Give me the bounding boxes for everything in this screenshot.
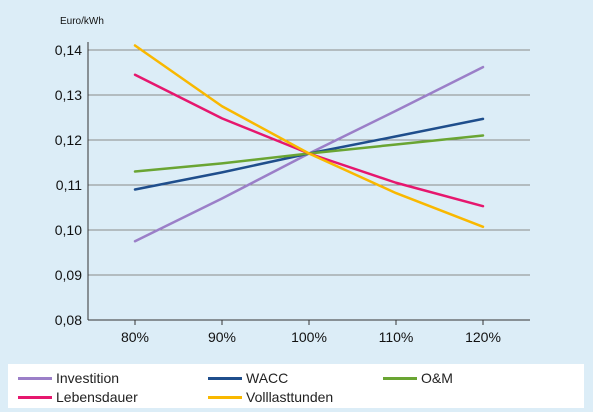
- y-tick-label: 0,09: [55, 267, 82, 283]
- legend-item: Investition: [18, 368, 119, 388]
- y-tick-label: 0,14: [55, 42, 82, 58]
- legend-swatch: [18, 376, 52, 380]
- legend: Investition WACC O&M Lebensdauer Volllasttun…: [8, 364, 584, 408]
- y-tick-label: 0,11: [56, 177, 82, 193]
- x-tick-label: 90%: [208, 329, 236, 345]
- x-tick-label: 80%: [121, 329, 149, 345]
- x-tick-label: 120%: [465, 329, 501, 345]
- legend-item: Lebensdauer: [18, 387, 138, 407]
- legend-swatch: [208, 376, 242, 380]
- y-tick-label: 0,08: [55, 312, 82, 328]
- y-tick-label: 0,13: [55, 87, 82, 103]
- legend-swatch: [383, 376, 417, 380]
- series-line-volllasttunden: [133, 44, 485, 229]
- y-tick-label: 0,10: [55, 222, 82, 238]
- y-axis-label: Euro/kWh: [60, 16, 104, 27]
- legend-label: WACC: [246, 370, 289, 386]
- text-layer: 0,08 0,09 0,10 0,11 0,12 0,13 0,14 80% 90% 100% 11…: [55, 16, 501, 345]
- legend-swatch: [208, 395, 242, 399]
- line-chart: 0,08 0,09 0,10 0,11 0,12 0,13 0,14 80% 90% 100% 11…: [55, 16, 530, 345]
- legend-label: O&M: [421, 370, 453, 386]
- y-tick-label: 0,12: [55, 132, 82, 148]
- legend-label: Volllasttunden: [246, 389, 334, 405]
- legend-item: WACC: [208, 368, 288, 388]
- legend-label: Investition: [56, 370, 120, 386]
- legend-item: Volllasttunden: [208, 387, 333, 407]
- legend-label: Lebensdauer: [56, 389, 138, 405]
- legend-item: O&M: [383, 368, 453, 388]
- x-tick-label: 100%: [291, 329, 327, 345]
- x-tick-label: 110%: [379, 329, 414, 345]
- legend-swatch: [18, 395, 52, 399]
- axes-layer: [87, 42, 530, 325]
- lines-layer: [133, 44, 485, 243]
